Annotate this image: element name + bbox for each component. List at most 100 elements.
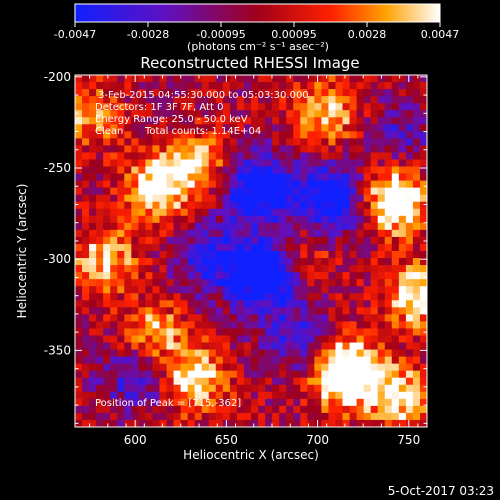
heatmap-cell [258,124,266,132]
heatmap-cell [377,356,386,365]
heatmap-cell [145,166,153,174]
heatmap-cell [279,124,287,132]
heatmap-cell [251,215,259,224]
heatmap-cell [300,300,308,308]
heatmap-cell [180,279,189,287]
heatmap-cell [412,314,421,322]
heatmap-cell [307,321,315,329]
heatmap-cell [314,307,322,315]
heatmap-cell [412,194,421,203]
heatmap-cell [166,152,174,160]
heatmap-cell [194,75,203,83]
heatmap-cell [208,328,217,336]
heatmap-cell [180,342,189,350]
heatmap-cell [222,229,231,238]
heatmap-cell [349,215,357,224]
heatmap-cell [208,145,217,153]
heatmap-cell [173,194,181,203]
heatmap-cell [159,300,167,308]
heatmap-cell [159,145,167,153]
heatmap-cell [384,356,393,365]
heatmap-cell [243,89,252,97]
heatmap-cell [356,215,365,224]
heatmap-cell [103,321,111,329]
heatmap-cell [208,314,217,322]
heatmap-cell [131,405,139,414]
heatmap-cell [173,251,181,259]
heatmap-cell [82,272,90,280]
heatmap-cell [314,321,322,329]
heatmap-cell [152,243,160,252]
heatmap-cell [300,173,308,181]
heatmap-cell [405,131,414,139]
heatmap-cell [377,300,386,308]
heatmap-cell [166,265,174,273]
heatmap-cell [187,265,196,273]
heatmap-cell [391,286,400,294]
heatmap-cell [110,236,118,245]
heatmap-cell [419,412,428,421]
heatmap-cell [321,131,329,139]
heatmap-cell [124,370,132,379]
heatmap-cell [363,419,372,428]
heatmap-cell [75,215,83,224]
heatmap-cell [194,208,203,217]
heatmap-cell [328,398,336,407]
heatmap-cell [398,208,407,217]
heatmap-cell [349,391,357,400]
heatmap-cell [131,145,139,153]
heatmap-cell [321,307,329,315]
heatmap-cell [96,335,104,343]
heatmap-cell [236,208,245,217]
heatmap-cell [272,103,280,111]
heatmap-cell [251,328,259,336]
heatmap-cell [180,363,189,372]
heatmap-cell [307,405,315,414]
heatmap-cell [314,391,322,400]
heatmap-cell [251,349,259,357]
heatmap-cell [251,398,259,407]
heatmap-cell [110,342,118,350]
heatmap-cell [384,82,393,90]
heatmap-cell [229,222,238,231]
heatmap-cell [258,398,266,407]
heatmap-cell [279,314,287,322]
heatmap-cell [131,215,139,224]
heatmap-cell [314,180,322,189]
y-tick-label: -200 [44,70,71,84]
heatmap-cell [138,229,146,238]
heatmap-cell [229,307,238,315]
heatmap-cell [215,187,224,196]
heatmap-cell [180,173,189,181]
heatmap-cell [300,335,308,343]
heatmap-cell [187,96,196,104]
heatmap-cell [391,349,400,357]
heatmap-cell [321,398,329,407]
heatmap-cell [124,103,132,111]
heatmap-cell [286,363,294,372]
heatmap-cell [307,391,315,400]
heatmap-cell [300,194,308,203]
colorbar-tick-label: -0.00095 [196,28,245,41]
heatmap-cell [229,236,238,245]
heatmap-cell [398,159,407,167]
heatmap-cell [258,243,266,252]
heatmap-cell [370,349,379,357]
heatmap-cell [89,82,97,90]
heatmap-cell [412,159,421,167]
heatmap-cell [370,335,379,343]
heatmap-cell [75,419,83,428]
heatmap-cell [293,208,301,217]
heatmap-cell [286,356,294,365]
heatmap-cell [194,314,203,322]
heatmap-cell [328,243,336,252]
heatmap-cell [286,307,294,315]
heatmap-cell [208,321,217,329]
heatmap-cell [229,215,238,224]
heatmap-cell [103,194,111,203]
heatmap-cell [405,370,414,379]
heatmap-cell [335,342,343,350]
heatmap-cell [405,201,414,210]
heatmap-cell [349,321,357,329]
heatmap-cell [377,187,386,196]
